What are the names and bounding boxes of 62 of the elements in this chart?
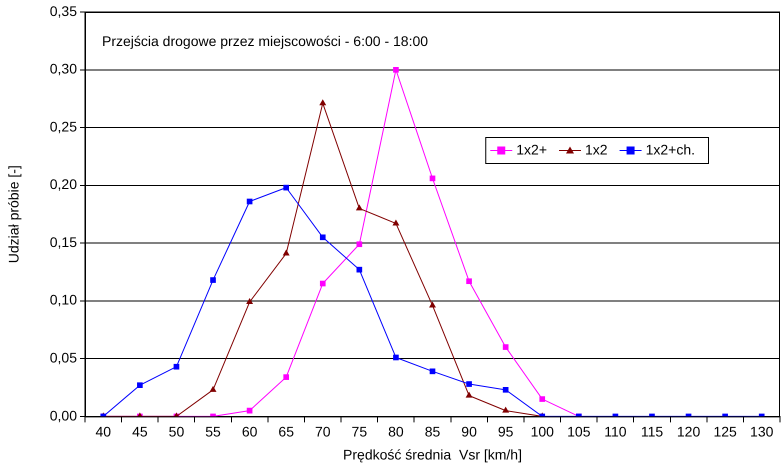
point bbox=[356, 241, 362, 248]
x-tick-label: 75 bbox=[352, 424, 368, 440]
point bbox=[502, 406, 510, 413]
x-tick-label: 130 bbox=[750, 424, 774, 440]
point bbox=[210, 386, 216, 392]
x-tick-label: 45 bbox=[132, 424, 148, 440]
y-tick-label: 0,15 bbox=[50, 234, 78, 250]
y-tick-label: 0,10 bbox=[50, 292, 78, 308]
x-tick-label: 40 bbox=[96, 424, 112, 440]
y-axis-title: Udział próbie [-] bbox=[5, 165, 22, 264]
y-tick-label: 0,30 bbox=[50, 60, 78, 77]
y-tick-label: 0,05 bbox=[50, 349, 78, 366]
x-tick-label: 85 bbox=[424, 424, 440, 440]
point bbox=[283, 374, 290, 380]
x-tick-label: 95 bbox=[498, 424, 514, 440]
y-tick-label: 0,25 bbox=[50, 118, 78, 134]
point bbox=[466, 381, 472, 387]
x-tick-label: 60 bbox=[242, 424, 258, 440]
x-tick-label: 90 bbox=[461, 424, 478, 440]
point bbox=[174, 364, 180, 370]
point bbox=[430, 368, 436, 374]
point bbox=[320, 280, 326, 286]
legend-label: 1x2+ bbox=[516, 141, 548, 158]
y-tick-label: 0,35 bbox=[50, 2, 78, 19]
point bbox=[466, 278, 472, 284]
point bbox=[246, 198, 252, 204]
x-tick-label: 65 bbox=[278, 424, 294, 440]
point bbox=[246, 298, 254, 304]
point bbox=[502, 386, 508, 393]
x-tick-label: 115 bbox=[640, 424, 664, 440]
point bbox=[539, 396, 546, 402]
point bbox=[393, 66, 399, 73]
point bbox=[246, 408, 252, 414]
point bbox=[137, 382, 143, 388]
point bbox=[429, 301, 436, 308]
point bbox=[319, 99, 326, 106]
point bbox=[210, 277, 216, 283]
point bbox=[392, 219, 400, 226]
point bbox=[282, 249, 290, 256]
x-tick-label: 120 bbox=[676, 424, 700, 440]
x-tick-label: 70 bbox=[314, 424, 331, 440]
legend-label: 1x2 bbox=[585, 141, 608, 158]
point bbox=[393, 354, 399, 360]
y-tick-label: 0,20 bbox=[50, 176, 78, 192]
point bbox=[356, 204, 363, 210]
x-tick-label: 100 bbox=[530, 424, 554, 440]
text: Przejścia drogowe przez miejscowości - 6:00 - 18:00 bbox=[102, 32, 428, 49]
point bbox=[430, 176, 436, 182]
x-tick-label: 55 bbox=[205, 424, 222, 440]
point bbox=[466, 392, 473, 398]
point bbox=[320, 234, 326, 240]
x-tick-label: 80 bbox=[388, 424, 404, 440]
x-tick-label: 50 bbox=[168, 424, 184, 440]
point bbox=[356, 266, 362, 272]
x-tick-label: 110 bbox=[604, 424, 627, 440]
x-tick-label: 125 bbox=[713, 424, 738, 440]
y-tick-label: 0,00 bbox=[50, 407, 78, 424]
legend-label: 1x2+ch. bbox=[646, 141, 696, 158]
point bbox=[283, 184, 290, 190]
x-tick-label: 105 bbox=[567, 424, 591, 440]
point bbox=[502, 344, 508, 350]
x-axis-title: Prędkość średnia Vsr [km/h] bbox=[343, 446, 522, 462]
